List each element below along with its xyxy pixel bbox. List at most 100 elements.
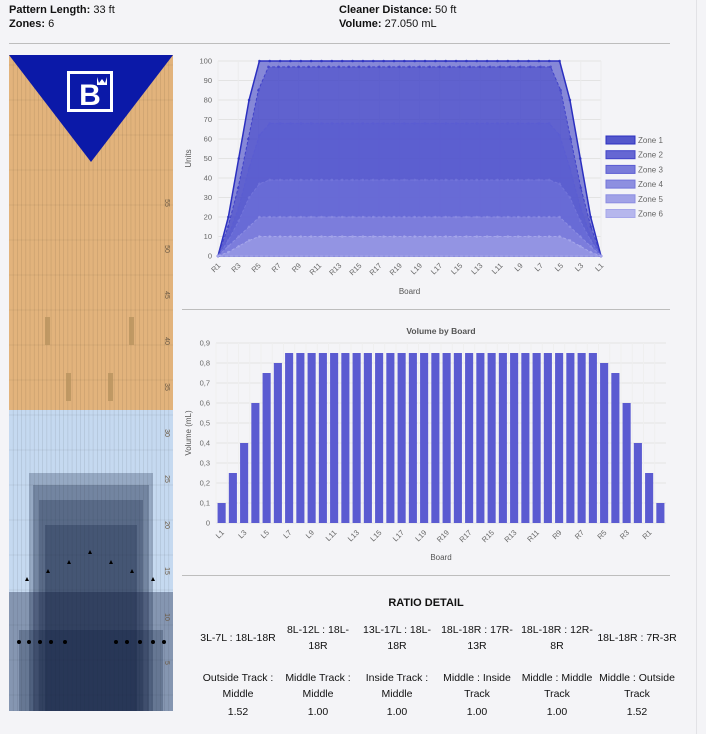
zone-point <box>428 65 431 69</box>
zone-point <box>537 215 541 219</box>
zones-value: 6 <box>48 18 55 30</box>
zone-point <box>371 122 375 125</box>
zone-units-chart: 0 10 20 30 40 50 60 70 80 90 100 R1 R3 R5 R7 R9 R11 R13 R1… <box>182 52 670 300</box>
zone-point <box>403 122 406 125</box>
zone-point <box>568 98 572 102</box>
x-tick-label: L1 <box>214 528 226 540</box>
zone-point <box>371 178 375 182</box>
zone-point <box>413 215 416 219</box>
zone-point <box>578 205 582 209</box>
y-tick-label: 10 <box>204 232 212 241</box>
zone-point <box>578 244 582 248</box>
lane-svg: B 55 50 45 40 35 30 25 20 15 10 5 <box>9 55 173 711</box>
zone-point <box>558 59 561 63</box>
foot-marker: 20 <box>163 521 170 529</box>
zone-point <box>465 122 468 125</box>
zone-point <box>371 59 375 63</box>
x-tick-label: L3 <box>573 261 585 273</box>
target-arrow-icon <box>88 550 92 554</box>
ratio-track: Outside Track : Middle <box>202 672 274 700</box>
zone-point <box>392 122 396 125</box>
target-arrow-icon <box>151 577 155 581</box>
bar-chart-title: Volume by Board <box>406 326 475 336</box>
zone-point <box>237 205 241 209</box>
zone-point <box>392 59 396 63</box>
zone-point <box>388 65 391 69</box>
pattern-length-value: 33 ft <box>93 4 115 16</box>
oil-band <box>39 500 143 711</box>
zone-point <box>423 235 427 238</box>
x-tick-label: L17 <box>391 528 406 543</box>
zone-point <box>434 235 437 238</box>
y-tick-label: 0,5 <box>200 419 210 428</box>
volume-bar <box>352 353 361 523</box>
zone-point <box>297 65 300 69</box>
x-tick-label: L9 <box>513 261 525 273</box>
zone-point <box>413 178 416 182</box>
volume-bar <box>307 353 316 523</box>
zone-point <box>340 235 344 238</box>
zone-point <box>454 122 458 125</box>
x-tick-label: R7 <box>573 528 586 541</box>
zone-point <box>330 178 334 182</box>
volume-bar <box>611 373 620 523</box>
zone-point <box>320 235 323 238</box>
ratio-value: 1.00 <box>466 706 488 718</box>
x-tick-label: R17 <box>457 528 473 544</box>
volume-bar <box>217 503 226 523</box>
zone-point <box>485 59 489 63</box>
legend-label: Zone 3 <box>638 165 663 174</box>
chart-divider <box>182 309 670 310</box>
x-tick-label: R5 <box>595 528 608 541</box>
y-tick-label: 0,1 <box>200 499 210 508</box>
zone-point <box>475 59 479 63</box>
zone-point <box>377 65 381 69</box>
x-tick-label: R3 <box>229 261 242 274</box>
zone-point <box>506 122 510 125</box>
zone-point <box>547 178 551 182</box>
zone-point <box>392 235 396 238</box>
zone-point <box>278 178 282 182</box>
zone-point <box>227 235 230 238</box>
zone-point <box>237 157 241 160</box>
zone-point <box>289 122 292 125</box>
zone-point <box>527 122 530 125</box>
volume-bar <box>577 353 586 523</box>
volume-bar <box>656 503 665 523</box>
x-tick-label: L19 <box>413 528 428 543</box>
guide-dot <box>125 640 129 644</box>
zone-point <box>289 215 292 219</box>
zone-point <box>516 215 520 219</box>
zone-point <box>589 225 593 229</box>
zone-point <box>267 65 270 69</box>
volume-bar <box>375 353 384 523</box>
foot-marker: 45 <box>163 291 170 299</box>
zone-point <box>547 215 551 219</box>
zone-point <box>558 235 561 238</box>
zone-point <box>568 239 572 242</box>
zone-point <box>278 215 282 219</box>
zone-point <box>465 235 468 238</box>
zone-point <box>247 98 251 102</box>
zone-point <box>496 59 499 63</box>
x-tick-label: R15 <box>480 528 496 544</box>
volume-bar <box>510 353 519 523</box>
zone-point <box>527 178 530 182</box>
zone-point <box>506 215 510 219</box>
zone-point <box>392 215 396 219</box>
y-tick-label: 0,3 <box>200 459 210 468</box>
y-axis-title: Volume (mL) <box>184 410 193 456</box>
zone-point <box>589 215 592 219</box>
zone-point <box>444 122 448 125</box>
legend-label: Zone 4 <box>638 180 663 189</box>
zone-point <box>488 65 492 69</box>
zone-point <box>320 215 323 219</box>
volume-bar <box>240 443 249 523</box>
zone-point <box>237 219 241 223</box>
zone-point <box>227 250 230 254</box>
ratio-range: 18L-18R : 12R-8R <box>521 624 593 652</box>
zone-point <box>247 239 251 242</box>
zone-point <box>382 122 385 125</box>
volume-bar <box>555 353 564 523</box>
zone-point <box>458 65 462 69</box>
